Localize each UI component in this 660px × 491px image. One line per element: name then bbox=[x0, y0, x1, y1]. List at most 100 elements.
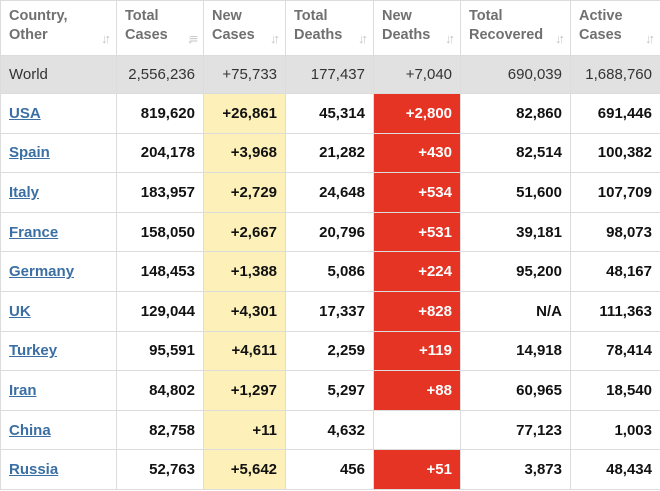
total-recovered-cell: 60,965 bbox=[460, 370, 571, 411]
total-deaths-cell: 5,297 bbox=[285, 370, 374, 411]
total-recovered-cell: 3,873 bbox=[460, 449, 571, 490]
country-link[interactable]: UK bbox=[9, 302, 31, 320]
table-row: Germany 148,453 +1,388 5,086 +224 95,200 48,16… bbox=[0, 251, 660, 292]
new-deaths-cell: +430 bbox=[373, 132, 461, 174]
sort-both-icon[interactable]: ↓↑ bbox=[270, 31, 280, 46]
new-cases-cell: +4,301 bbox=[203, 290, 286, 332]
header-label-line1: Country, bbox=[9, 8, 68, 24]
sort-both-icon[interactable]: ↓↑ bbox=[645, 31, 655, 46]
total-recovered-cell: 14,918 bbox=[460, 330, 571, 372]
new-deaths-cell: +224 bbox=[373, 251, 461, 292]
total-deaths-cell: 5,086 bbox=[285, 251, 374, 292]
header-label-line2: Other bbox=[9, 27, 48, 43]
sort-both-icon[interactable]: ↓↑ bbox=[358, 31, 368, 46]
sort-both-icon[interactable]: ↓↑ bbox=[101, 31, 111, 46]
country-link[interactable]: Germany bbox=[9, 263, 75, 281]
total-cases-cell: 84,802 bbox=[116, 370, 204, 411]
header-country[interactable]: Country, Other ↓↑ bbox=[0, 0, 117, 56]
country-link[interactable]: Iran bbox=[9, 381, 37, 399]
header-label-line1: Total bbox=[294, 8, 328, 24]
total-deaths-cell: 456 bbox=[285, 449, 374, 490]
new-deaths-cell: +119 bbox=[373, 330, 461, 372]
country-link[interactable]: Turkey bbox=[9, 342, 58, 360]
table-row: Spain 204,178 +3,968 21,282 +430 82,514 100,38… bbox=[0, 132, 660, 174]
total-deaths-cell: 177,437 bbox=[285, 55, 374, 94]
new-deaths-cell: +2,800 bbox=[373, 93, 461, 134]
sort-desc-icon[interactable]: ↓≡ bbox=[186, 31, 198, 46]
header-total-deaths[interactable]: Total Deaths ↓↑ bbox=[285, 0, 374, 56]
new-cases-cell: +5,642 bbox=[203, 449, 286, 490]
country-cell: China bbox=[0, 409, 117, 451]
country-link[interactable]: Spain bbox=[9, 144, 50, 162]
active-cases-cell: 691,446 bbox=[570, 93, 660, 134]
total-deaths-cell: 2,259 bbox=[285, 330, 374, 372]
total-recovered-cell: 51,600 bbox=[460, 172, 571, 213]
total-cases-cell: 819,620 bbox=[116, 93, 204, 134]
total-cases-cell: 204,178 bbox=[116, 132, 204, 174]
total-recovered-cell: 82,860 bbox=[460, 93, 571, 134]
header-label-line2: Recovered bbox=[469, 27, 544, 43]
total-deaths-cell: 4,632 bbox=[285, 409, 374, 451]
total-deaths-cell: 21,282 bbox=[285, 132, 374, 174]
total-cases-cell: 95,591 bbox=[116, 330, 204, 372]
active-cases-cell: 1,688,760 bbox=[570, 55, 660, 94]
new-deaths-cell: +534 bbox=[373, 172, 461, 213]
total-cases-cell: 148,453 bbox=[116, 251, 204, 292]
active-cases-cell: 18,540 bbox=[570, 370, 660, 411]
sort-both-icon[interactable]: ↓↑ bbox=[555, 31, 565, 46]
country-cell: Italy bbox=[0, 172, 117, 213]
header-total-cases[interactable]: Total Cases ↓≡ bbox=[116, 0, 204, 56]
table-row: UK 129,044 +4,301 17,337 +828 N/A 111,363 bbox=[0, 290, 660, 332]
active-cases-cell: 78,414 bbox=[570, 330, 660, 372]
table-row: Italy 183,957 +2,729 24,648 +534 51,600 107,70… bbox=[0, 172, 660, 213]
header-active-cases[interactable]: Active Cases ↓↑ bbox=[570, 0, 660, 56]
total-deaths-cell: 20,796 bbox=[285, 211, 374, 253]
total-cases-cell: 129,044 bbox=[116, 290, 204, 332]
world-total-row: World 2,556,236 +75,733 177,437 +7,040 6… bbox=[0, 55, 660, 94]
new-cases-cell: +1,297 bbox=[203, 370, 286, 411]
sort-both-icon[interactable]: ↓↑ bbox=[445, 31, 455, 46]
table-row: Russia 52,763 +5,642 456 +51 3,873 48,434 bbox=[0, 449, 660, 490]
country-cell: Spain bbox=[0, 132, 117, 174]
new-cases-cell: +75,733 bbox=[203, 55, 286, 94]
total-cases-cell: 158,050 bbox=[116, 211, 204, 253]
total-cases-cell: 183,957 bbox=[116, 172, 204, 213]
total-deaths-cell: 24,648 bbox=[285, 172, 374, 213]
total-recovered-cell: 77,123 bbox=[460, 409, 571, 451]
total-recovered-cell: 39,181 bbox=[460, 211, 571, 253]
active-cases-cell: 1,003 bbox=[570, 409, 660, 451]
country-link[interactable]: USA bbox=[9, 104, 41, 122]
total-cases-cell: 82,758 bbox=[116, 409, 204, 451]
active-cases-cell: 107,709 bbox=[570, 172, 660, 213]
country-link[interactable]: Russia bbox=[9, 461, 59, 479]
new-cases-cell: +26,861 bbox=[203, 93, 286, 134]
header-new-cases[interactable]: New Cases ↓↑ bbox=[203, 0, 286, 56]
country-cell: World bbox=[0, 55, 117, 94]
total-cases-cell: 2,556,236 bbox=[116, 55, 204, 94]
new-deaths-cell bbox=[373, 409, 461, 451]
header-label-line1: Total bbox=[469, 8, 503, 24]
country-link[interactable]: China bbox=[9, 421, 51, 439]
header-label-line2: Deaths bbox=[294, 27, 343, 43]
country-link[interactable]: Italy bbox=[9, 183, 40, 201]
table-row: France 158,050 +2,667 20,796 +531 39,181 98,07… bbox=[0, 211, 660, 253]
total-recovered-cell: N/A bbox=[460, 290, 571, 332]
new-cases-cell: +3,968 bbox=[203, 132, 286, 174]
country-cell: France bbox=[0, 211, 117, 253]
table-row: Turkey 95,591 +4,611 2,259 +119 14,918 78,414 bbox=[0, 330, 660, 372]
header-label-line1: New bbox=[212, 8, 242, 24]
total-deaths-cell: 17,337 bbox=[285, 290, 374, 332]
header-label-line1: New bbox=[382, 8, 412, 24]
header-total-recovered[interactable]: Total Recovered ↓↑ bbox=[460, 0, 571, 56]
header-label-line2: Cases bbox=[212, 27, 255, 43]
header-label-line2: Cases bbox=[579, 27, 622, 43]
country-link[interactable]: France bbox=[9, 223, 59, 241]
new-cases-cell: +4,611 bbox=[203, 330, 286, 372]
new-deaths-cell: +828 bbox=[373, 290, 461, 332]
header-label-line1: Active bbox=[579, 8, 623, 24]
total-recovered-cell: 690,039 bbox=[460, 55, 571, 94]
new-cases-cell: +11 bbox=[203, 409, 286, 451]
new-cases-cell: +2,729 bbox=[203, 172, 286, 213]
header-new-deaths[interactable]: New Deaths ↓↑ bbox=[373, 0, 461, 56]
new-deaths-cell: +51 bbox=[373, 449, 461, 490]
